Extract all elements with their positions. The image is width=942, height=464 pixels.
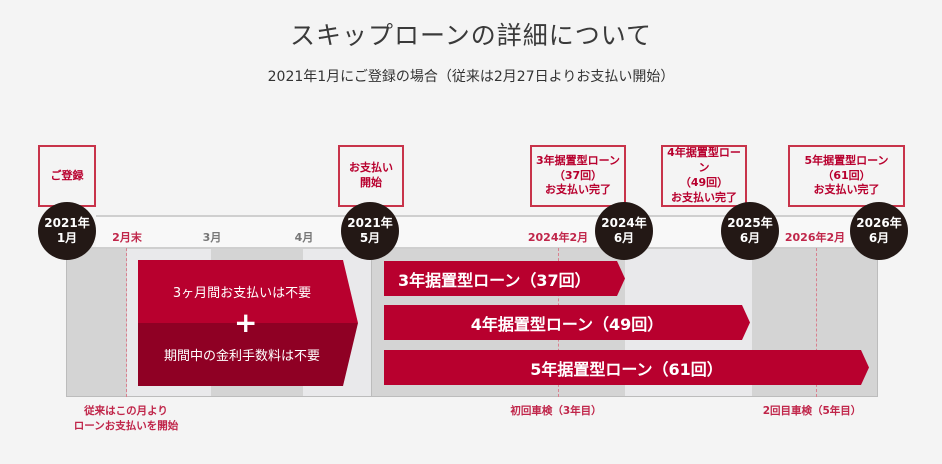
- label-feb-2026: 2026年2月: [784, 231, 846, 244]
- feb2026-line: [816, 248, 817, 397]
- milestone-2021-01: 2021年 1月: [38, 202, 96, 260]
- plus-icon: +: [234, 306, 258, 339]
- milestone-2025-06: 2025年 6月: [721, 202, 779, 260]
- milestone-2021-05: 2021年 5月: [341, 202, 399, 260]
- label-mar: 3月: [202, 231, 222, 244]
- milestone-2026-06: 2026年 6月: [850, 202, 908, 260]
- label-feb-2024: 2024年2月: [527, 231, 589, 244]
- milestone-2024-06: 2024年 6月: [595, 202, 653, 260]
- page-title: スキップローンの詳細について: [289, 21, 652, 50]
- note-conventional-start: 従来はこの月より ローンお支払いを開始: [73, 405, 179, 432]
- segment-jan: [67, 249, 127, 396]
- feb-end-line: [126, 248, 127, 397]
- label-apr: 4月: [294, 231, 314, 244]
- loan-4yr-complete-box: 4年据置型ローン （49回） お支払い完了: [661, 145, 747, 207]
- label-feb-end: 2月末: [112, 231, 142, 244]
- loan-bar-3yr: 3年据置型ローン（37回）: [384, 261, 625, 296]
- no-payment-text: 3ヶ月間お支払いは不要: [138, 260, 358, 323]
- payment-start-box: お支払い 開始: [338, 145, 404, 207]
- loan-bar-4yr: 4年据置型ローン（49回）: [384, 305, 750, 340]
- loan-bar-5yr: 5年据置型ローン（61回）: [384, 350, 869, 385]
- free-period-arrow: 3ヶ月間お支払いは不要 期間中の金利手数料は不要 +: [138, 260, 358, 386]
- page-subtitle: 2021年1月にご登録の場合（従来は2月27日よりお支払い開始）: [267, 69, 675, 85]
- no-interest-text: 期間中の金利手数料は不要: [138, 323, 358, 386]
- loan-5yr-complete-box: 5年据置型ローン （61回） お支払い完了: [788, 145, 905, 207]
- note-first-inspection: 初回車検（3年目）: [510, 405, 602, 417]
- loan-3yr-complete-box: 3年据置型ローン （37回） お支払い完了: [530, 145, 626, 207]
- registration-box: ご登録: [38, 145, 96, 207]
- note-second-inspection: 2回目車検（5年目）: [762, 405, 862, 417]
